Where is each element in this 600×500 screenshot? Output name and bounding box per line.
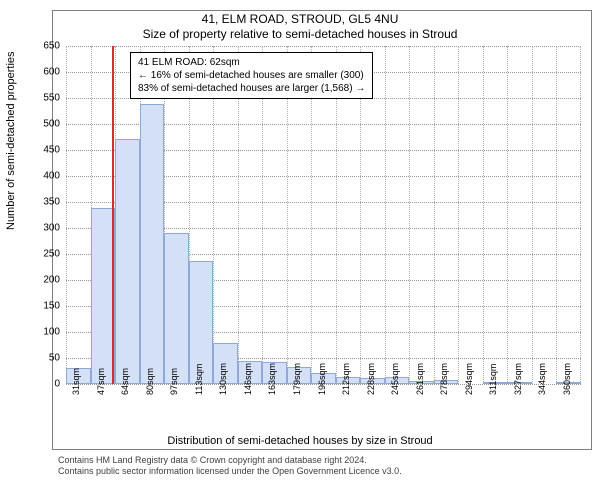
ytick-label: 600: [16, 67, 60, 78]
bar: [115, 139, 140, 384]
annotation-line3: 83% of semi-detached houses are larger (…: [138, 82, 365, 95]
ytick-label: 300: [16, 223, 60, 234]
annotation-box: 41 ELM ROAD: 62sqm ← 16% of semi-detache…: [130, 52, 373, 99]
bar: [140, 104, 165, 384]
ytick-label: 650: [16, 41, 60, 52]
annotation-line2: ← 16% of semi-detached houses are smalle…: [138, 69, 365, 82]
ytick-label: 50: [16, 353, 60, 364]
figure: 41, ELM ROAD, STROUD, GL5 4NU Size of pr…: [0, 0, 600, 500]
ytick-label: 200: [16, 275, 60, 286]
ytick-label: 0: [16, 379, 60, 390]
annotation-line1: 41 ELM ROAD: 62sqm: [138, 56, 365, 69]
bar: [164, 233, 189, 384]
ytick-label: 100: [16, 327, 60, 338]
ytick-label: 350: [16, 197, 60, 208]
title-address: 41, ELM ROAD, STROUD, GL5 4NU: [0, 12, 600, 26]
ytick-label: 500: [16, 119, 60, 130]
ytick-label: 400: [16, 171, 60, 182]
reference-line: [112, 46, 114, 384]
ytick-label: 550: [16, 93, 60, 104]
ytick-label: 450: [16, 145, 60, 156]
x-axis-label: Distribution of semi-detached houses by …: [0, 435, 600, 447]
credits: Contains HM Land Registry data © Crown c…: [58, 455, 402, 478]
chart-area: 41 ELM ROAD: 62sqm ← 16% of semi-detache…: [66, 46, 581, 384]
credit-line1: Contains HM Land Registry data © Crown c…: [58, 455, 402, 466]
ytick-label: 150: [16, 301, 60, 312]
ytick-label: 250: [16, 249, 60, 260]
title-subtitle: Size of property relative to semi-detach…: [0, 27, 600, 41]
credit-line2: Contains public sector information licen…: [58, 466, 402, 477]
